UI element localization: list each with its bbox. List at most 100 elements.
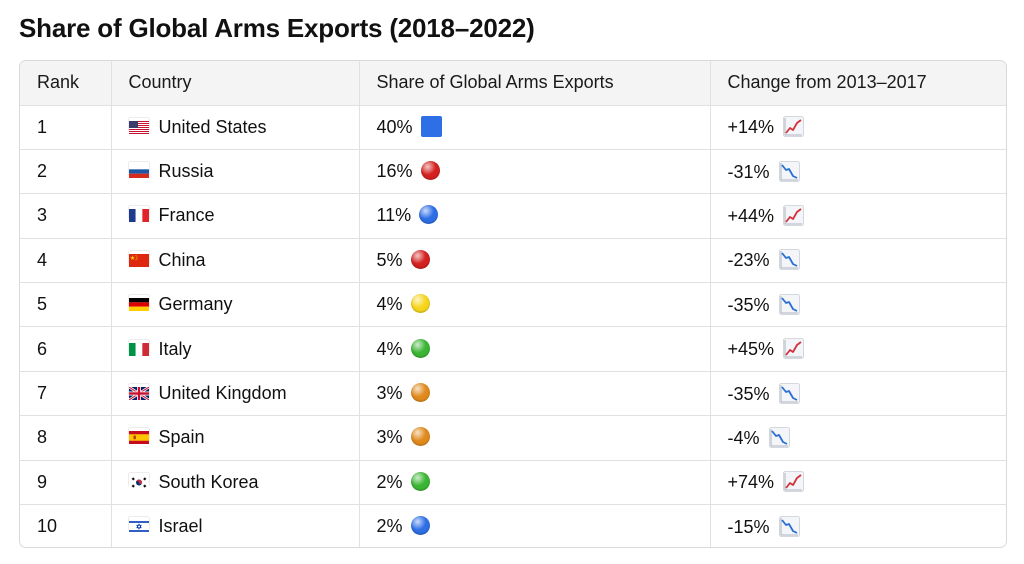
country-name: China <box>158 249 206 270</box>
germany-flag-icon <box>128 295 149 312</box>
yellow-circle-icon <box>410 294 430 314</box>
chart-increasing-icon <box>783 205 804 226</box>
rank-cell: 9 <box>20 460 112 506</box>
red-circle-icon <box>410 249 430 269</box>
change-value: -35% <box>727 383 770 404</box>
share-cell: 16% <box>359 149 711 195</box>
change-cell: -23% <box>710 238 1006 284</box>
share-value: 16% <box>376 161 413 182</box>
share-value: 3% <box>376 427 403 448</box>
change-cell: +44% <box>710 193 1006 239</box>
share-value: 2% <box>376 516 403 537</box>
country-cell: Russia <box>111 149 360 195</box>
table-row: 2 Russia 16% -31% <box>20 149 1006 195</box>
share-value: 40% <box>376 117 413 138</box>
share-value: 4% <box>376 338 403 359</box>
share-value: 4% <box>376 294 403 315</box>
rank-cell: 8 <box>20 415 112 461</box>
change-value: +74% <box>727 472 775 493</box>
rank-value: 5 <box>37 294 48 315</box>
share-value: 2% <box>376 471 403 492</box>
arms-exports-table: Rank Country Share of Global Arms Export… <box>20 61 1006 547</box>
share-value: 3% <box>376 383 403 404</box>
table-body: 1 United States 40% +14% 2 Russia 16% -31% 3 Fran… <box>20 105 1006 547</box>
country-cell: France <box>111 193 360 239</box>
table-row: 1 United States 40% +14% <box>20 105 1006 150</box>
country-cell: Germany <box>111 282 360 328</box>
change-value: +44% <box>727 205 775 226</box>
share-value: 5% <box>376 249 403 270</box>
table-row: 4 China 5% -23% <box>20 238 1006 284</box>
column-header-change: Change from 2013–2017 <box>710 61 1006 106</box>
change-cell: +74% <box>710 460 1006 506</box>
change-value: -4% <box>727 427 760 448</box>
blue-circle-icon <box>419 205 439 225</box>
italy-flag-icon <box>128 340 149 356</box>
rank-value: 8 <box>37 427 48 448</box>
country-cell: Italy <box>111 326 360 372</box>
share-cell: 2% <box>359 460 711 506</box>
table-row: 9 South Korea 2% +74% <box>20 460 1006 506</box>
table-row: 3 France 11% +44% <box>20 193 1006 239</box>
chart-decreasing-icon <box>778 382 800 404</box>
rank-cell: 10 <box>20 504 112 547</box>
table-header: Rank Country Share of Global Arms Export… <box>20 61 1006 106</box>
chart-decreasing-icon <box>778 516 800 537</box>
chart-decreasing-icon <box>778 249 800 271</box>
chart-decreasing-icon <box>778 160 800 182</box>
chart-increasing-icon <box>783 116 804 138</box>
table-row: 10 Israel 2% -15% <box>20 504 1006 547</box>
uk-flag-icon <box>127 384 150 402</box>
chart-decreasing-icon <box>778 293 800 315</box>
rank-value: 1 <box>37 116 48 137</box>
share-cell: 4% <box>359 282 711 328</box>
russia-flag-icon <box>128 162 149 179</box>
share-cell: 5% <box>359 238 711 284</box>
table-row: 8 Spain 3% -4% <box>20 415 1006 461</box>
table-row: 5 Germany 4% -35% <box>20 282 1006 328</box>
country-cell: Spain <box>111 415 360 461</box>
rank-value: 4 <box>37 249 48 270</box>
country-name: France <box>158 205 215 226</box>
country-name: Israel <box>158 516 203 537</box>
column-header-share: Share of Global Arms Exports <box>359 61 711 106</box>
share-cell: 40% <box>359 105 711 150</box>
orange-circle-icon <box>410 383 430 403</box>
rank-cell: 2 <box>20 149 112 195</box>
page-title: Share of Global Arms Exports (2018–2022) <box>19 13 535 43</box>
country-cell: United States <box>111 105 360 150</box>
header-row: Rank Country Share of Global Arms Export… <box>20 61 1006 106</box>
country-name: Russia <box>158 161 214 182</box>
chart-increasing-icon <box>783 471 804 493</box>
israel-flag-icon <box>128 517 149 534</box>
spain-flag-icon <box>128 428 149 445</box>
country-cell: China <box>111 238 360 284</box>
france-flag-icon <box>128 206 149 223</box>
country-cell: South Korea <box>111 460 360 506</box>
south-korea-flag-icon <box>128 473 149 489</box>
country-cell: United Kingdom <box>111 371 360 417</box>
blue-square-icon <box>420 116 442 138</box>
chart-increasing-icon <box>783 338 804 360</box>
table-row: 7 United Kingdom 3% -35% <box>20 371 1006 417</box>
change-cell: +14% <box>710 105 1006 150</box>
red-circle-icon <box>420 161 440 181</box>
rank-cell: 7 <box>20 371 112 417</box>
share-cell: 3% <box>359 371 711 417</box>
rank-value: 10 <box>37 516 58 537</box>
rank-value: 6 <box>37 338 48 359</box>
rank-cell: 4 <box>20 238 112 284</box>
blue-circle-icon <box>410 516 430 536</box>
change-cell: -4% <box>710 415 1006 461</box>
rank-value: 2 <box>37 161 48 182</box>
change-cell: -35% <box>710 282 1006 328</box>
country-name: Germany <box>158 294 233 315</box>
rank-cell: 3 <box>20 193 112 239</box>
rank-value: 3 <box>37 205 48 226</box>
country-name: South Korea <box>158 471 259 492</box>
change-value: -23% <box>727 250 770 271</box>
rank-value: 9 <box>37 471 48 492</box>
change-cell: -35% <box>710 371 1006 417</box>
change-value: +45% <box>727 339 775 360</box>
country-name: United Kingdom <box>158 383 287 404</box>
